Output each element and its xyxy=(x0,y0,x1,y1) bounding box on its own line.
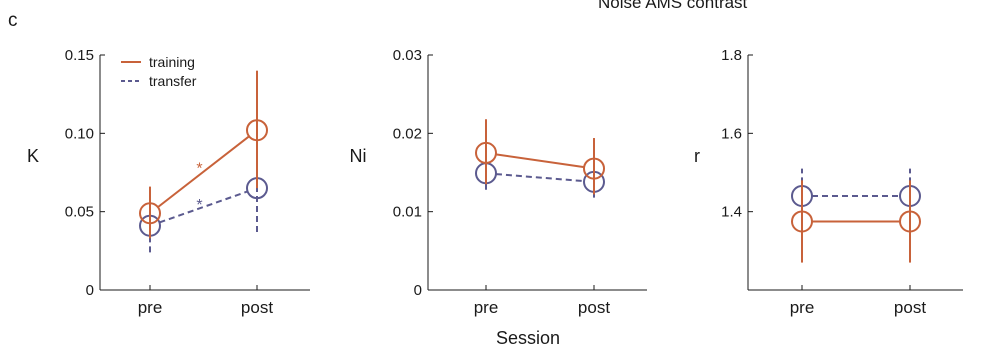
series-line-training xyxy=(157,135,250,208)
data-point-training xyxy=(246,119,268,142)
x-tick-label: post xyxy=(241,298,273,317)
y-tick-label: 1.8 xyxy=(721,47,742,64)
legend-label-transfer: transfer xyxy=(149,73,197,89)
series-line-training xyxy=(495,153,585,169)
x-tick-label: post xyxy=(578,298,610,317)
y-tick-label: 1.6 xyxy=(721,125,742,142)
y-tick-label: 0.15 xyxy=(65,47,94,64)
significance-star-transfer: * xyxy=(196,197,202,214)
y-axis-label: K xyxy=(27,146,39,166)
series-line-transfer xyxy=(495,173,585,183)
y-tick-label: 0.03 xyxy=(393,47,422,64)
x-tick-label: pre xyxy=(474,298,499,317)
y-tick-label: 0.02 xyxy=(393,125,422,142)
chart-panel-1: 0 0.05 0.10 0.15 pre post K * * training transfer xyxy=(27,47,310,317)
significance-star-training: * xyxy=(196,161,202,178)
x-tick-label: pre xyxy=(790,298,815,317)
y-tick-label: 0 xyxy=(414,282,422,299)
y-axis-label: r xyxy=(694,146,700,166)
x-tick-label: post xyxy=(894,298,926,317)
y-tick-label: 0.05 xyxy=(65,204,94,221)
y-tick-label: 0.10 xyxy=(65,125,94,142)
panel-label: c xyxy=(8,10,18,31)
chart-panel-3: 1.4 1.6 1.8 pre post r xyxy=(694,47,963,317)
legend: training transfer xyxy=(121,54,197,89)
data-point-training xyxy=(791,210,813,233)
legend-label-training: training xyxy=(149,54,195,70)
series-line-transfer xyxy=(159,190,248,224)
data-point-training xyxy=(475,141,497,164)
data-point-training xyxy=(899,210,921,233)
y-axis-label: Ni xyxy=(350,146,367,166)
data-point-training xyxy=(583,157,605,180)
x-tick-label: pre xyxy=(138,298,163,317)
figure-title: Noise AMS contrast xyxy=(598,0,748,12)
x-axis-label: Session xyxy=(496,328,560,348)
y-tick-label: 1.4 xyxy=(721,204,742,221)
chart-panel-2: 0 0.01 0.02 0.03 pre post Ni xyxy=(350,47,647,317)
data-point-training xyxy=(139,202,161,225)
y-tick-label: 0.01 xyxy=(393,204,422,221)
y-tick-label: 0 xyxy=(86,282,94,299)
